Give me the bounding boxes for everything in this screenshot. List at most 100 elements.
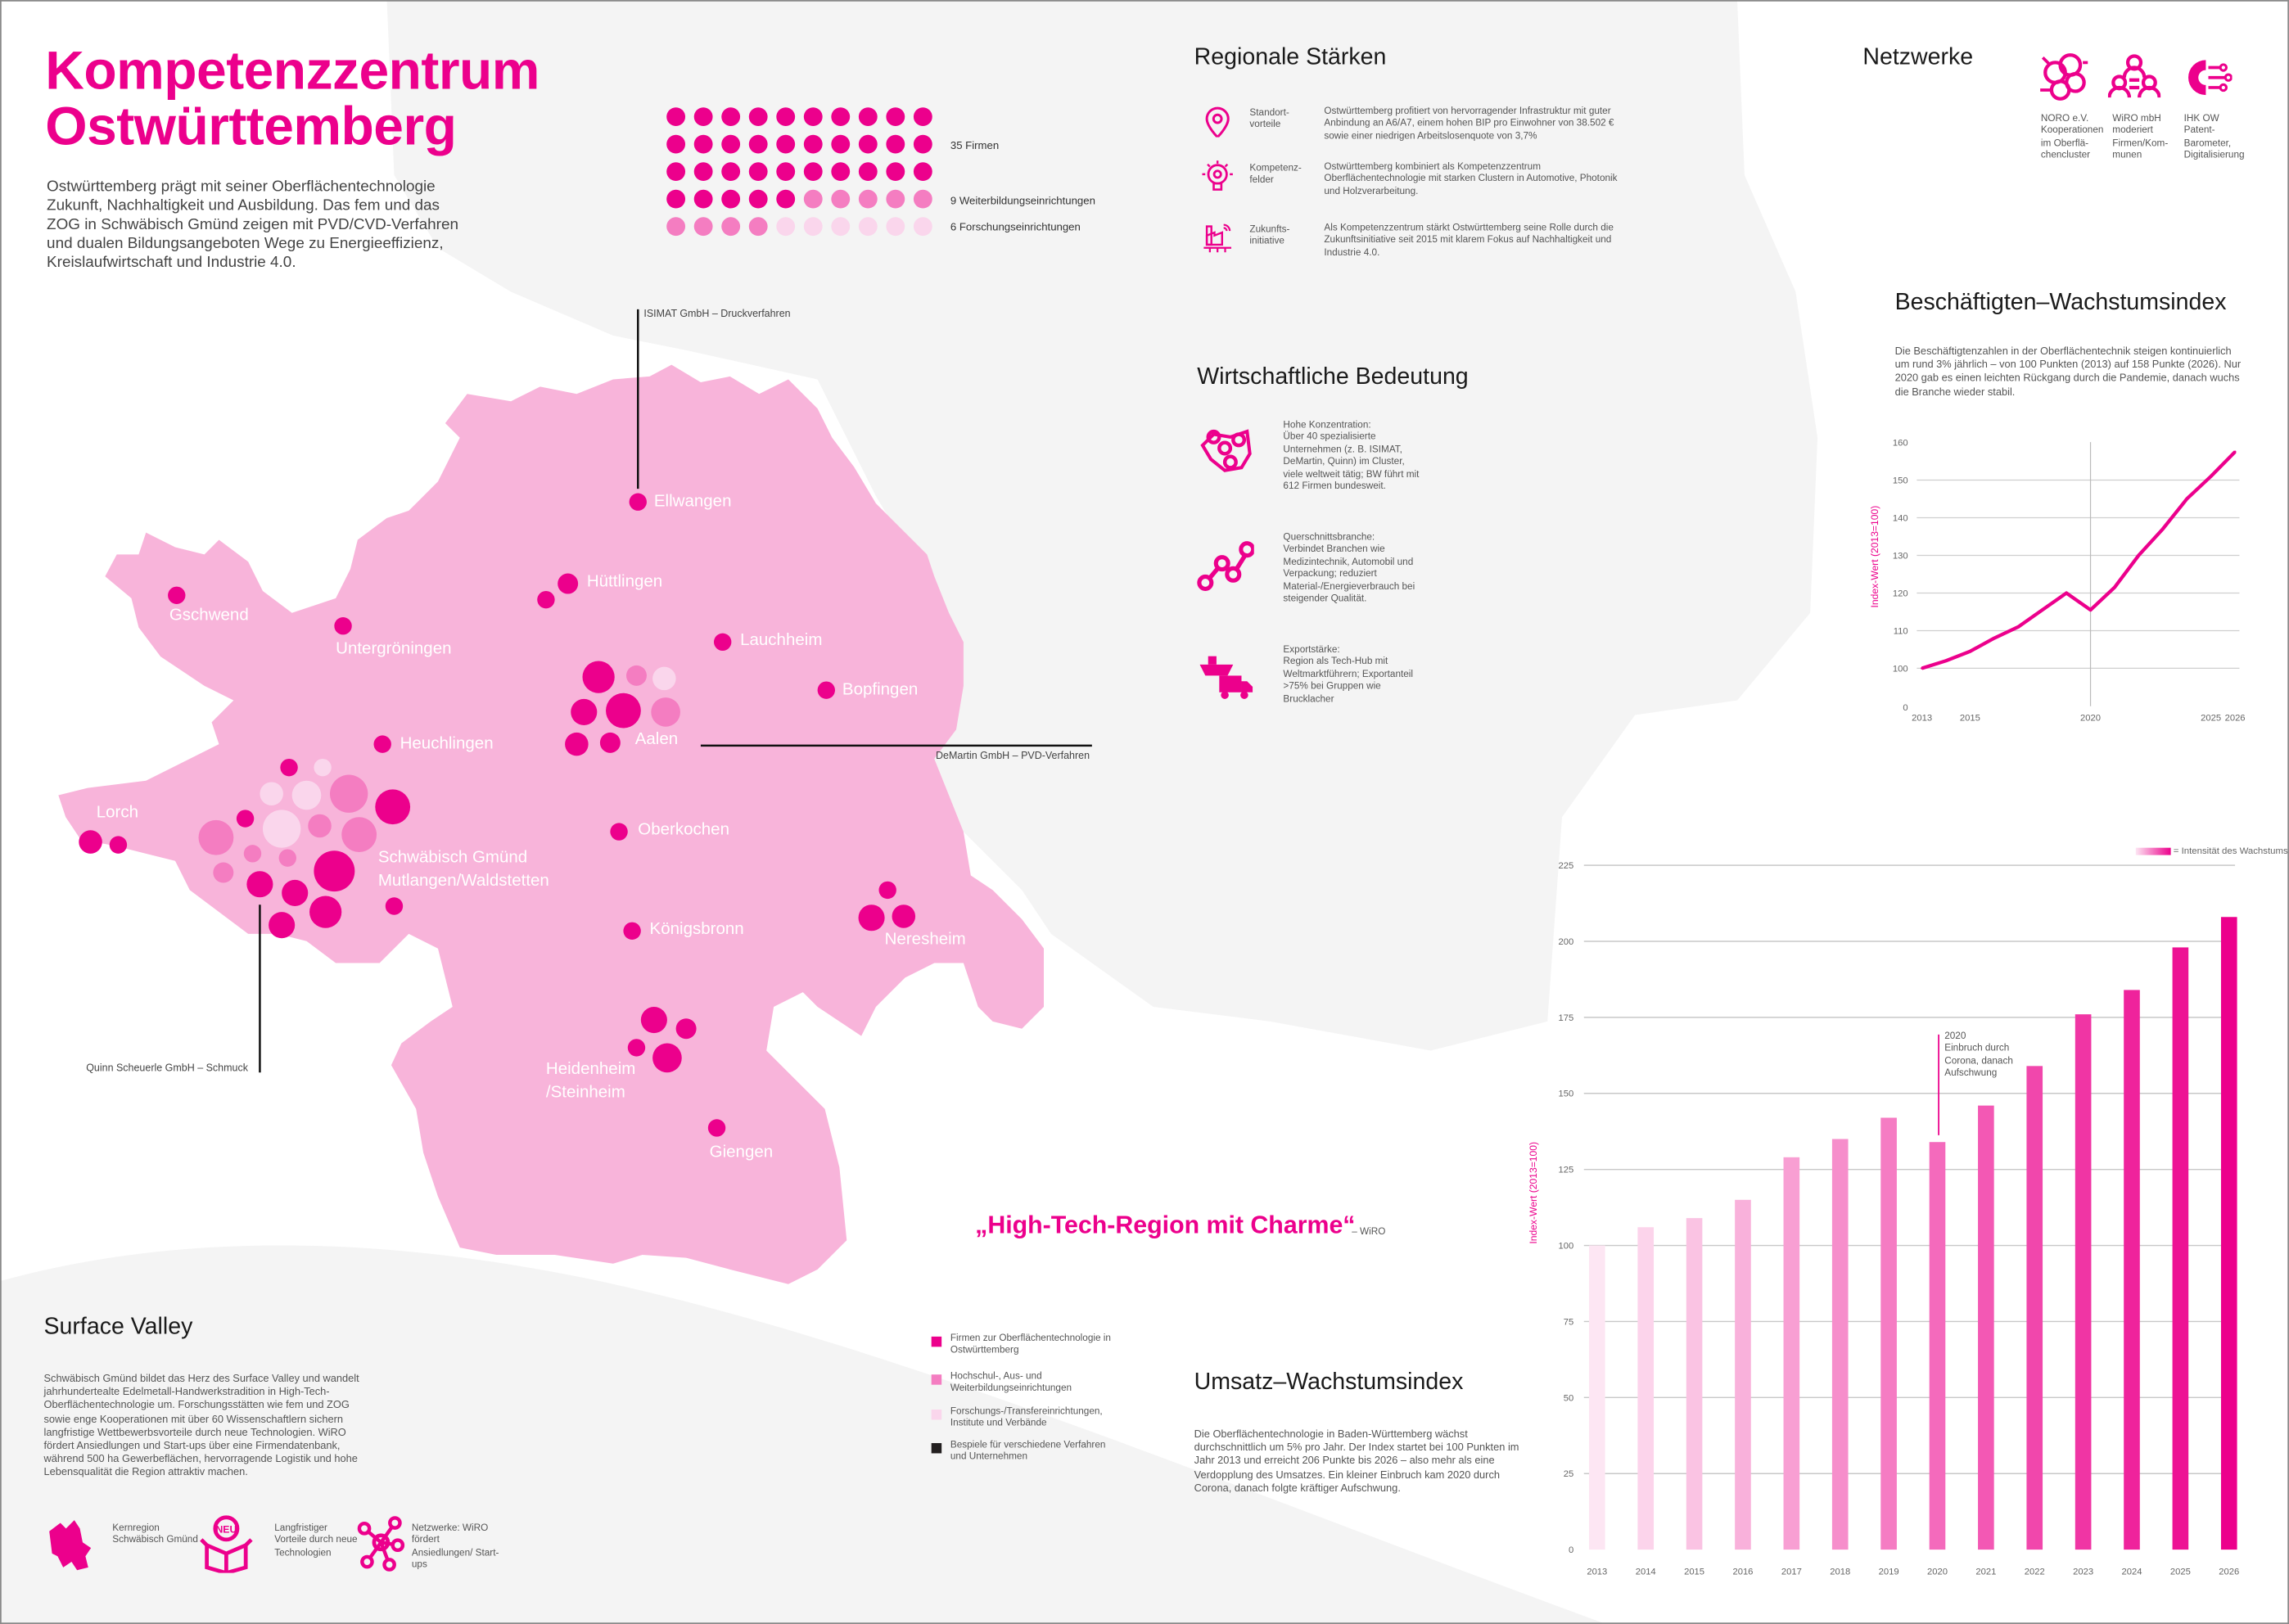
- line-point: [2233, 450, 2237, 453]
- map-marker-light: [260, 782, 283, 805]
- quote-source: – WiRO: [1352, 1227, 1386, 1238]
- economy-item: Exportstärke: Region als Tech-Hub mit Wel…: [1283, 645, 1423, 706]
- map-label: Untergröningen: [336, 640, 452, 658]
- map-label: Ellwangen: [653, 493, 732, 511]
- line-point: [1993, 637, 1996, 640]
- surface-icon-text: Langfristiger Vorteile durch neue Techno…: [274, 1523, 358, 1559]
- x-tick-label: 2021: [1975, 1567, 1996, 1577]
- surface-icon-text: Kernregion Schwäbisch Gmünd: [112, 1523, 198, 1546]
- dot-dark: [721, 134, 741, 154]
- revenue-text: Die Oberflächentechnologie in Baden-Würt…: [1194, 1427, 1519, 1495]
- bar-2020: [1929, 1142, 1946, 1550]
- economy-item-text: Region als Tech-Hub mit Weltmarktführern…: [1283, 656, 1414, 705]
- map-marker-mid: [278, 849, 296, 867]
- map-label: Lauchheim: [740, 631, 823, 650]
- x-tick-label: 2023: [2073, 1567, 2093, 1577]
- y-tick-label: 0: [1903, 703, 1908, 713]
- map-marker-dark: [236, 810, 255, 828]
- legend-text: = Intensität des Wachstums: [2173, 846, 2288, 857]
- map-marker-light: [314, 758, 332, 777]
- map-label: Giengen: [709, 1144, 774, 1162]
- regional-text: Als Kompetenzzentrum stärkt Ostwürttembe…: [1324, 223, 1614, 259]
- bar-2021: [1978, 1105, 1994, 1550]
- map-label: Gschwend: [169, 607, 249, 625]
- map-marker-dark: [892, 904, 916, 928]
- dot-label-education: 9 Weiterbildungseinrichtungen: [950, 194, 1095, 208]
- dot-dark: [721, 189, 741, 209]
- bar-2017: [1783, 1157, 1800, 1550]
- y-tick-label: 150: [1559, 1089, 1574, 1099]
- economy-item: Querschnittsbranche: Verbindet Branchen w…: [1283, 533, 1423, 607]
- map-marker-dark: [309, 895, 342, 928]
- dot-mid: [666, 217, 686, 237]
- x-tick-label: 2015: [1960, 714, 1980, 724]
- map-marker-dark: [817, 681, 835, 699]
- map-marker-mid: [243, 845, 262, 863]
- map-marker-dark: [606, 692, 641, 729]
- line-point: [2113, 586, 2116, 589]
- dot-mid: [693, 217, 713, 237]
- map-marker-dark: [571, 698, 598, 725]
- dot-dark: [748, 134, 768, 154]
- dot-dark: [721, 162, 741, 182]
- y-tick-label: 140: [1893, 513, 1908, 523]
- surface-text: Schwäbisch Gmünd bildet das Herz des Sur…: [43, 1371, 359, 1479]
- y-tick-label: 100: [1893, 664, 1908, 674]
- map-label: Hüttlingen: [586, 573, 663, 591]
- dot-mid: [721, 217, 741, 237]
- callout-isimat: ISIMAT GmbH – Druckverfahren: [643, 309, 791, 320]
- intro-text: Ostwürttemberg prägt mit seiner Oberfläc…: [47, 178, 458, 272]
- map-marker-dark: [168, 586, 186, 604]
- y-tick-label: 125: [1559, 1166, 1574, 1175]
- y-tick-label: 75: [1564, 1317, 1573, 1327]
- dot-dark: [721, 107, 741, 127]
- line-chart-ylabel: Index-Wert (2013=100): [1871, 505, 1881, 608]
- title-line-1: Kompetenzzentrum: [45, 40, 540, 101]
- bar-chart-ylabel: Index-Wert (2013=100): [1528, 1141, 1540, 1244]
- map-marker-dark: [713, 633, 732, 652]
- map-marker-dark: [707, 1119, 726, 1137]
- x-tick-label: 2022: [2025, 1567, 2045, 1577]
- dot-dark: [886, 162, 905, 182]
- bar-2022: [2026, 1066, 2043, 1550]
- bar-2025: [2172, 947, 2189, 1550]
- dot-light: [831, 217, 851, 237]
- line-point: [1921, 667, 1924, 670]
- surface-icon-text: Netzwerke: WiRO fördert Ansiedlungen/ St…: [411, 1523, 499, 1571]
- line-point: [1944, 659, 1948, 662]
- map-marker-dark: [246, 871, 273, 898]
- map-marker-dark: [675, 1018, 697, 1040]
- dot-dark: [693, 134, 713, 154]
- map-label: Aalen: [634, 731, 679, 749]
- bar-2026: [2220, 917, 2237, 1550]
- y-tick-label: 160: [1893, 438, 1908, 448]
- y-tick-label: 100: [1559, 1241, 1574, 1251]
- bar-2023: [2075, 1014, 2092, 1550]
- employment-text: Die Beschäftigtenzahlen in der Oberfläch…: [1894, 344, 2242, 398]
- people-exchange-icon: [2107, 52, 2161, 112]
- smart-factory-icon: [1202, 222, 1234, 261]
- quote-text: „High-Tech-Region mit Charme“: [975, 1211, 1356, 1239]
- map-marker-dark: [79, 830, 102, 854]
- regional-label: Kompetenz- felder: [1249, 163, 1302, 187]
- map-marker-light: [291, 780, 322, 810]
- y-tick-label: 50: [1564, 1393, 1573, 1403]
- x-tick-label: 2019: [1879, 1567, 1899, 1577]
- x-tick-label: 2020: [2080, 714, 2101, 724]
- map-marker-dark: [565, 732, 589, 756]
- map-marker-dark: [109, 836, 128, 854]
- map-marker-dark: [558, 573, 579, 594]
- x-tick-label: 2013: [1912, 714, 1932, 724]
- x-tick-label: 2016: [1732, 1567, 1753, 1577]
- x-tick-label: 2025: [2201, 714, 2221, 724]
- bottom-wave-shape: [0, 1245, 1606, 1624]
- dot-light: [913, 217, 932, 237]
- y-tick-label: 110: [1894, 626, 1908, 636]
- regional-text: Ostwürttemberg profitiert von hervorrage…: [1324, 106, 1614, 142]
- map-marker-mid: [651, 697, 680, 727]
- map-marker-mid: [198, 819, 234, 855]
- dot-label-research: 6 Forschungseinrichtungen: [950, 220, 1081, 234]
- dot-dark: [803, 134, 823, 154]
- map-marker-dark: [537, 590, 555, 609]
- legend-text: Forschungs-/Transfereinrichtungen, Insti…: [950, 1406, 1103, 1429]
